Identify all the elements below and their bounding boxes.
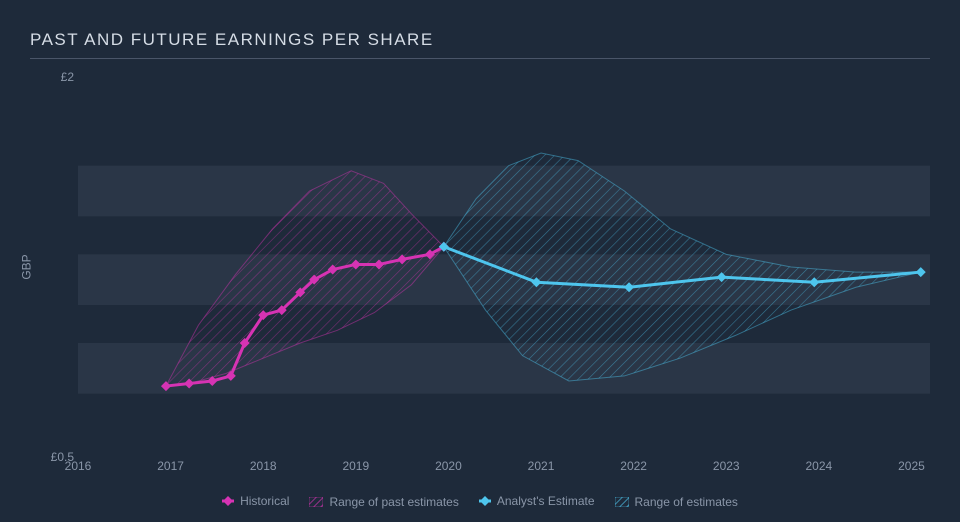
legend-item: Range of past estimates (309, 495, 458, 509)
y-axis-label: GBP (20, 254, 34, 279)
chart-svg (78, 77, 930, 457)
x-tick-label: 2021 (528, 459, 555, 473)
eps-chart: PAST AND FUTURE EARNINGS PER SHARE GBP £… (30, 30, 930, 522)
x-tick-label: 2023 (713, 459, 740, 473)
chart-title: PAST AND FUTURE EARNINGS PER SHARE (30, 30, 930, 59)
x-tick-label: 2020 (435, 459, 462, 473)
y-tick-label: £2 (34, 70, 74, 84)
x-tick-label: 2018 (250, 459, 277, 473)
x-tick-label: 2024 (806, 459, 833, 473)
x-tick-label: 2016 (65, 459, 92, 473)
x-tick-label: 2017 (157, 459, 184, 473)
plot-area: GBP £0.5£2 20162017201820192020202120222… (30, 77, 930, 457)
legend-item: Range of estimates (615, 495, 738, 509)
chart-legend: Historical Range of past estimates Analyst… (0, 494, 960, 510)
legend-item: Historical (222, 494, 289, 508)
x-tick-label: 2025 (898, 459, 925, 473)
x-tick-label: 2022 (620, 459, 647, 473)
legend-item: Analyst's Estimate (479, 494, 595, 508)
x-tick-label: 2019 (342, 459, 369, 473)
